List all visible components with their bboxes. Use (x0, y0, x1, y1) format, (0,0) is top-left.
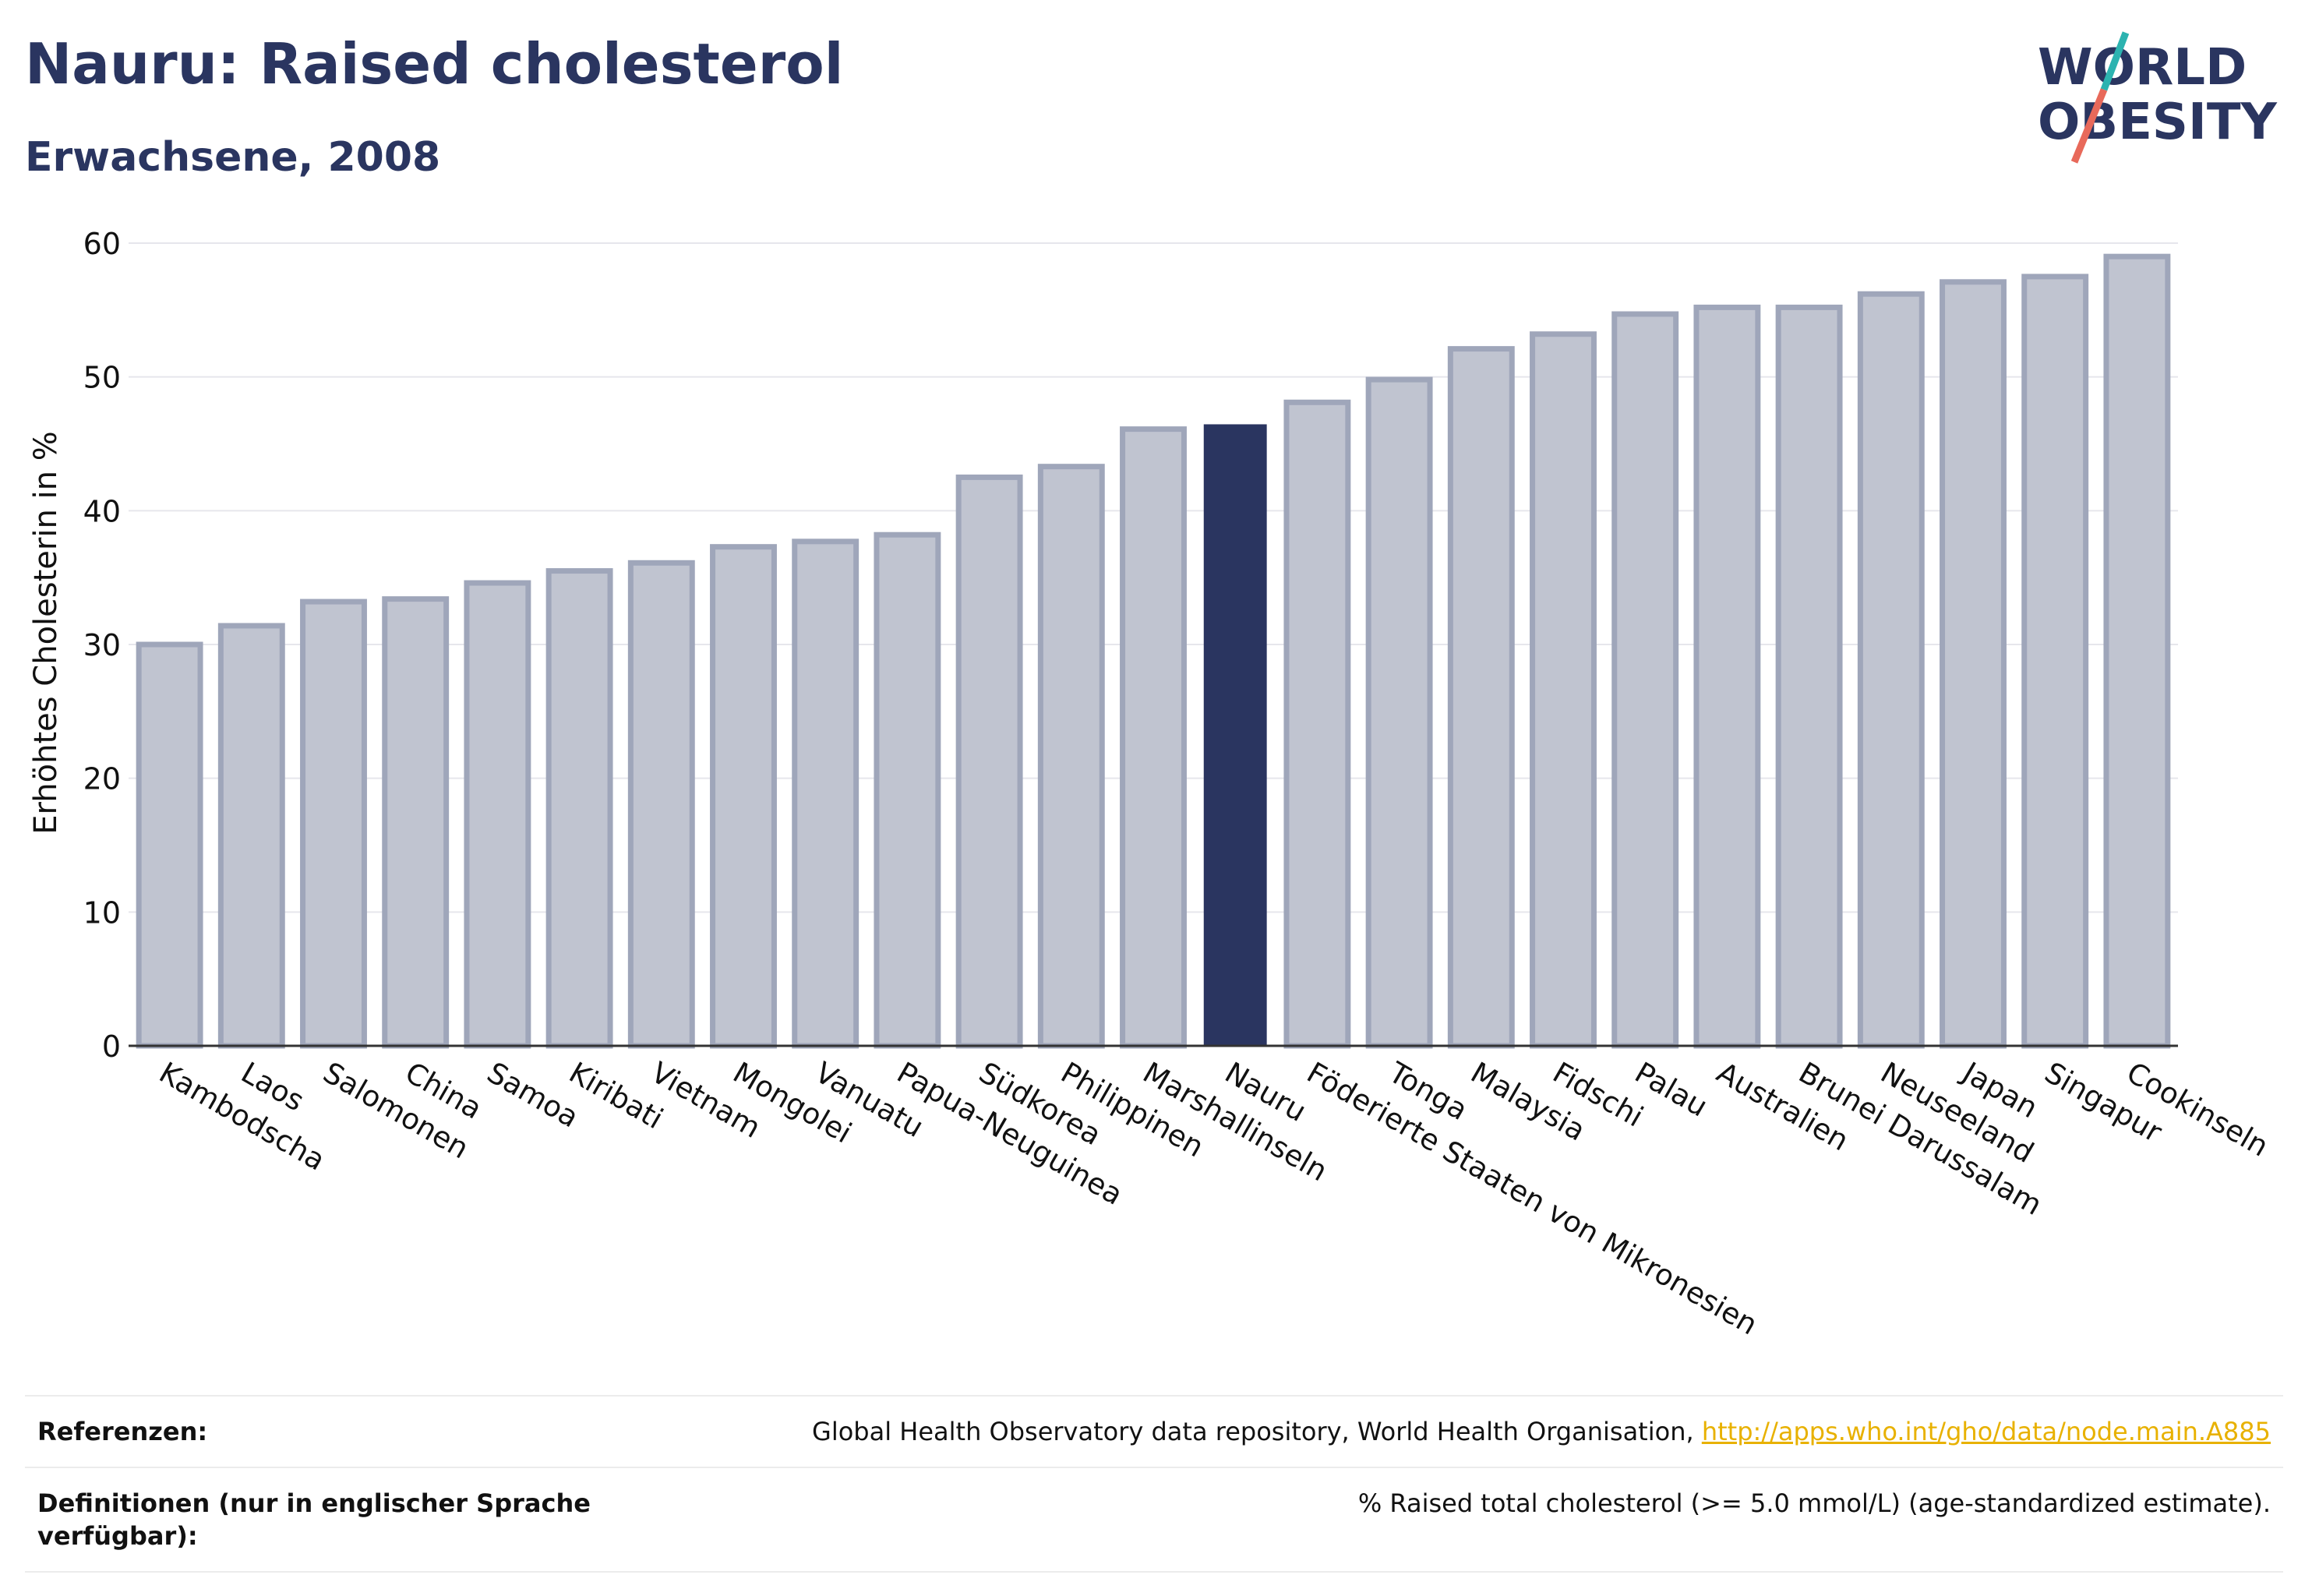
y-tick-label: 40 (83, 494, 121, 528)
bar-malaysia (1447, 346, 1515, 1049)
footer-table: Referenzen: Global Health Observatory da… (25, 1395, 2283, 1573)
y-tick-label: 10 (83, 895, 121, 930)
bar-kiribati (545, 568, 613, 1049)
bar-tonga (1365, 376, 1433, 1049)
logo-slash-teal (2100, 31, 2130, 91)
bar-marshallinseln (1120, 426, 1187, 1049)
y-tick-labels: 0 10 20 30 40 50 60 (83, 227, 121, 1064)
references-link[interactable]: http://apps.who.int/gho/data/node.main.A… (1701, 1417, 2271, 1446)
bar-fidschi (1530, 331, 1597, 1049)
bar-laos (217, 623, 285, 1049)
bar-singapur (2021, 274, 2089, 1049)
references-label: Referenzen: (37, 1417, 208, 1446)
bar-nauru (1203, 424, 1267, 1047)
bar-f-derierte-staaten-von-mikronesien (1283, 399, 1351, 1049)
x-tick-label: Samoa (482, 1056, 584, 1135)
definitions-row: Definitionen (nur in englischer Sprache … (25, 1467, 2283, 1573)
definitions-label: Definitionen (nur in englischer Sprache … (37, 1488, 591, 1551)
bar-vietnam (627, 560, 695, 1049)
bar-kambodscha (136, 641, 203, 1049)
y-tick-label: 50 (83, 361, 121, 395)
logo-line-1: WORLD (2038, 39, 2247, 97)
bar-australien (1693, 304, 1761, 1049)
references-row: Referenzen: Global Health Observatory da… (25, 1395, 2283, 1467)
bar-brunei-darussalam (1775, 304, 1843, 1049)
chart-title: Nauru: Raised cholesterol (25, 31, 844, 97)
bar-china (382, 596, 450, 1049)
logo-slash-coral (2070, 88, 2108, 164)
bar-s-dkorea (955, 474, 1023, 1049)
chart-subtitle: Erwachsene, 2008 (25, 134, 441, 181)
bar-palau (1611, 311, 1679, 1049)
logo-line-2: OBESITY (2038, 94, 2277, 151)
bar-salomonen (300, 598, 367, 1049)
y-tick-label: 20 (83, 762, 121, 796)
bar-japan (1940, 279, 2007, 1049)
bar-samoa (464, 580, 531, 1049)
bar-philippinen (1037, 464, 1105, 1049)
x-tick-label: Kiribati (563, 1056, 669, 1136)
bar-papua-neuguinea (874, 531, 941, 1049)
bars (136, 253, 2171, 1049)
bar-vanuatu (792, 538, 860, 1049)
bar-cookinseln (2103, 253, 2171, 1049)
bar-neuseeland (1857, 291, 1925, 1049)
y-tick-label: 30 (83, 628, 121, 662)
references-text: Global Health Observatory data repositor… (812, 1417, 1702, 1446)
y-tick-label: 0 (102, 1029, 121, 1064)
y-tick-label: 60 (83, 227, 121, 261)
references-value: Global Health Observatory data repositor… (812, 1415, 2271, 1448)
y-axis-label: Erhöhtes Cholesterin in % (28, 431, 64, 834)
bar-mongolei (710, 544, 777, 1049)
world-obesity-logo: WORLD OBESITY (2038, 31, 2277, 164)
definitions-value: % Raised total cholesterol (>= 5.0 mmol/… (1357, 1488, 2271, 1518)
